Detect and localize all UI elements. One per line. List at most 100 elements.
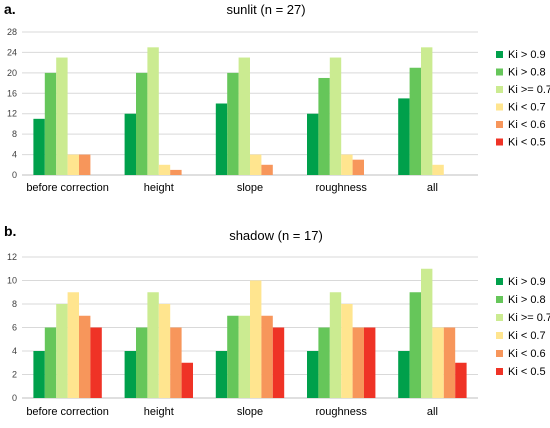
- y-tick-label: 0: [12, 170, 17, 180]
- x-category-label: slope: [237, 182, 263, 194]
- chart-panel-shadow: b. shadow (n = 17) 0 2 4 6 8 10 12 before corre…: [4, 223, 550, 418]
- y-tick-label: 8: [12, 129, 17, 139]
- bar: [215, 351, 228, 398]
- y-tick-label: 2: [12, 370, 17, 380]
- bar: [215, 103, 228, 175]
- legend-label: Ki < 0.7: [508, 330, 546, 342]
- bar: [170, 327, 182, 398]
- bar: [421, 47, 433, 176]
- bar: [307, 113, 319, 175]
- bar: [329, 292, 342, 398]
- bar: [318, 77, 330, 175]
- bar: [421, 268, 433, 398]
- x-category-label: all: [427, 182, 438, 194]
- legend-swatch: [496, 86, 503, 93]
- bar: [443, 327, 456, 398]
- legend-swatch: [496, 68, 503, 76]
- bar: [181, 362, 193, 398]
- bar: [329, 57, 342, 175]
- bar: [352, 327, 364, 398]
- bar: [170, 169, 182, 175]
- chart-title: shadow (n = 17): [229, 228, 323, 243]
- bar: [227, 72, 239, 175]
- bar: [455, 362, 467, 398]
- bar: [79, 315, 91, 398]
- y-tick-label: 6: [12, 323, 17, 333]
- bar: [33, 351, 45, 398]
- bar: [238, 57, 250, 175]
- bar: [250, 154, 262, 175]
- y-tick-label: 4: [12, 346, 17, 356]
- y-tick-label: 10: [7, 276, 17, 286]
- x-category-label: before correction: [26, 182, 109, 194]
- x-category-label: roughness: [316, 182, 368, 194]
- legend-label: Ki < 0.6: [508, 119, 546, 131]
- legend-swatch: [496, 121, 503, 128]
- bar: [398, 98, 410, 175]
- bar: [56, 57, 68, 175]
- legend-label: Ki < 0.6: [508, 348, 546, 360]
- bar: [341, 304, 353, 398]
- bar: [398, 351, 410, 398]
- legend-swatch: [496, 278, 503, 285]
- chart-title: sunlit (n = 27): [226, 2, 305, 17]
- legend: Ki > 0.9 Ki > 0.8 Ki >= 0.7 Ki < 0.7 Ki < 0.…: [496, 49, 550, 149]
- bar: [44, 327, 57, 398]
- x-category-label: roughness: [316, 406, 368, 418]
- legend-swatch: [496, 103, 503, 111]
- bar: [227, 315, 239, 398]
- x-category-label: all: [427, 406, 438, 418]
- panel-label: b.: [4, 223, 16, 239]
- bar: [341, 154, 353, 175]
- bar: [67, 154, 79, 175]
- y-tick-label: 12: [7, 252, 17, 262]
- bar: [158, 164, 171, 175]
- bar: [147, 292, 159, 398]
- x-category-label: slope: [237, 406, 263, 418]
- bar: [124, 351, 136, 398]
- bar: [272, 327, 285, 398]
- legend-label: Ki < 0.5: [508, 137, 546, 149]
- bar: [432, 164, 444, 175]
- x-category-label: before correction: [26, 406, 109, 418]
- legend-swatch: [496, 368, 503, 375]
- bar: [79, 154, 91, 175]
- legend-label: Ki > 0.9: [508, 276, 546, 288]
- legend-label: Ki > 0.8: [508, 294, 546, 306]
- bar: [67, 292, 79, 398]
- y-tick-label: 8: [12, 299, 17, 309]
- bar: [261, 315, 273, 398]
- bar: [158, 304, 171, 398]
- legend-label: Ki > 0.8: [508, 67, 546, 79]
- legend-label: Ki > 0.9: [508, 49, 546, 61]
- bar: [238, 315, 250, 398]
- bar: [90, 327, 102, 398]
- y-tick-label: 28: [7, 27, 17, 37]
- legend-swatch: [496, 296, 503, 303]
- bar: [56, 304, 68, 398]
- y-tick-label: 24: [7, 47, 17, 57]
- panel-label: a.: [4, 1, 16, 17]
- bar: [432, 327, 444, 398]
- legend-swatch: [496, 51, 503, 58]
- bar: [261, 164, 273, 175]
- bar: [409, 67, 421, 175]
- legend-swatch: [496, 314, 503, 321]
- bar: [364, 327, 376, 398]
- x-category-label: height: [144, 182, 174, 194]
- bar: [352, 159, 364, 175]
- bar: [409, 292, 421, 398]
- chart-panel-sunlit: a. sunlit (n = 27) 0 4 8 12 16 20 24 28 before c…: [4, 1, 550, 194]
- legend: Ki > 0.9 Ki > 0.8 Ki >= 0.7 Ki < 0.7 Ki < 0.…: [496, 276, 550, 378]
- y-tick-label: 12: [7, 109, 17, 119]
- y-tick-label: 0: [12, 393, 17, 403]
- legend-swatch: [496, 350, 503, 357]
- bar: [307, 351, 319, 398]
- bar: [136, 72, 148, 175]
- legend-label: Ki < 0.5: [508, 366, 546, 378]
- y-tick-label: 16: [7, 88, 17, 98]
- legend-swatch: [496, 332, 503, 339]
- legend-label: Ki >= 0.7: [508, 84, 550, 96]
